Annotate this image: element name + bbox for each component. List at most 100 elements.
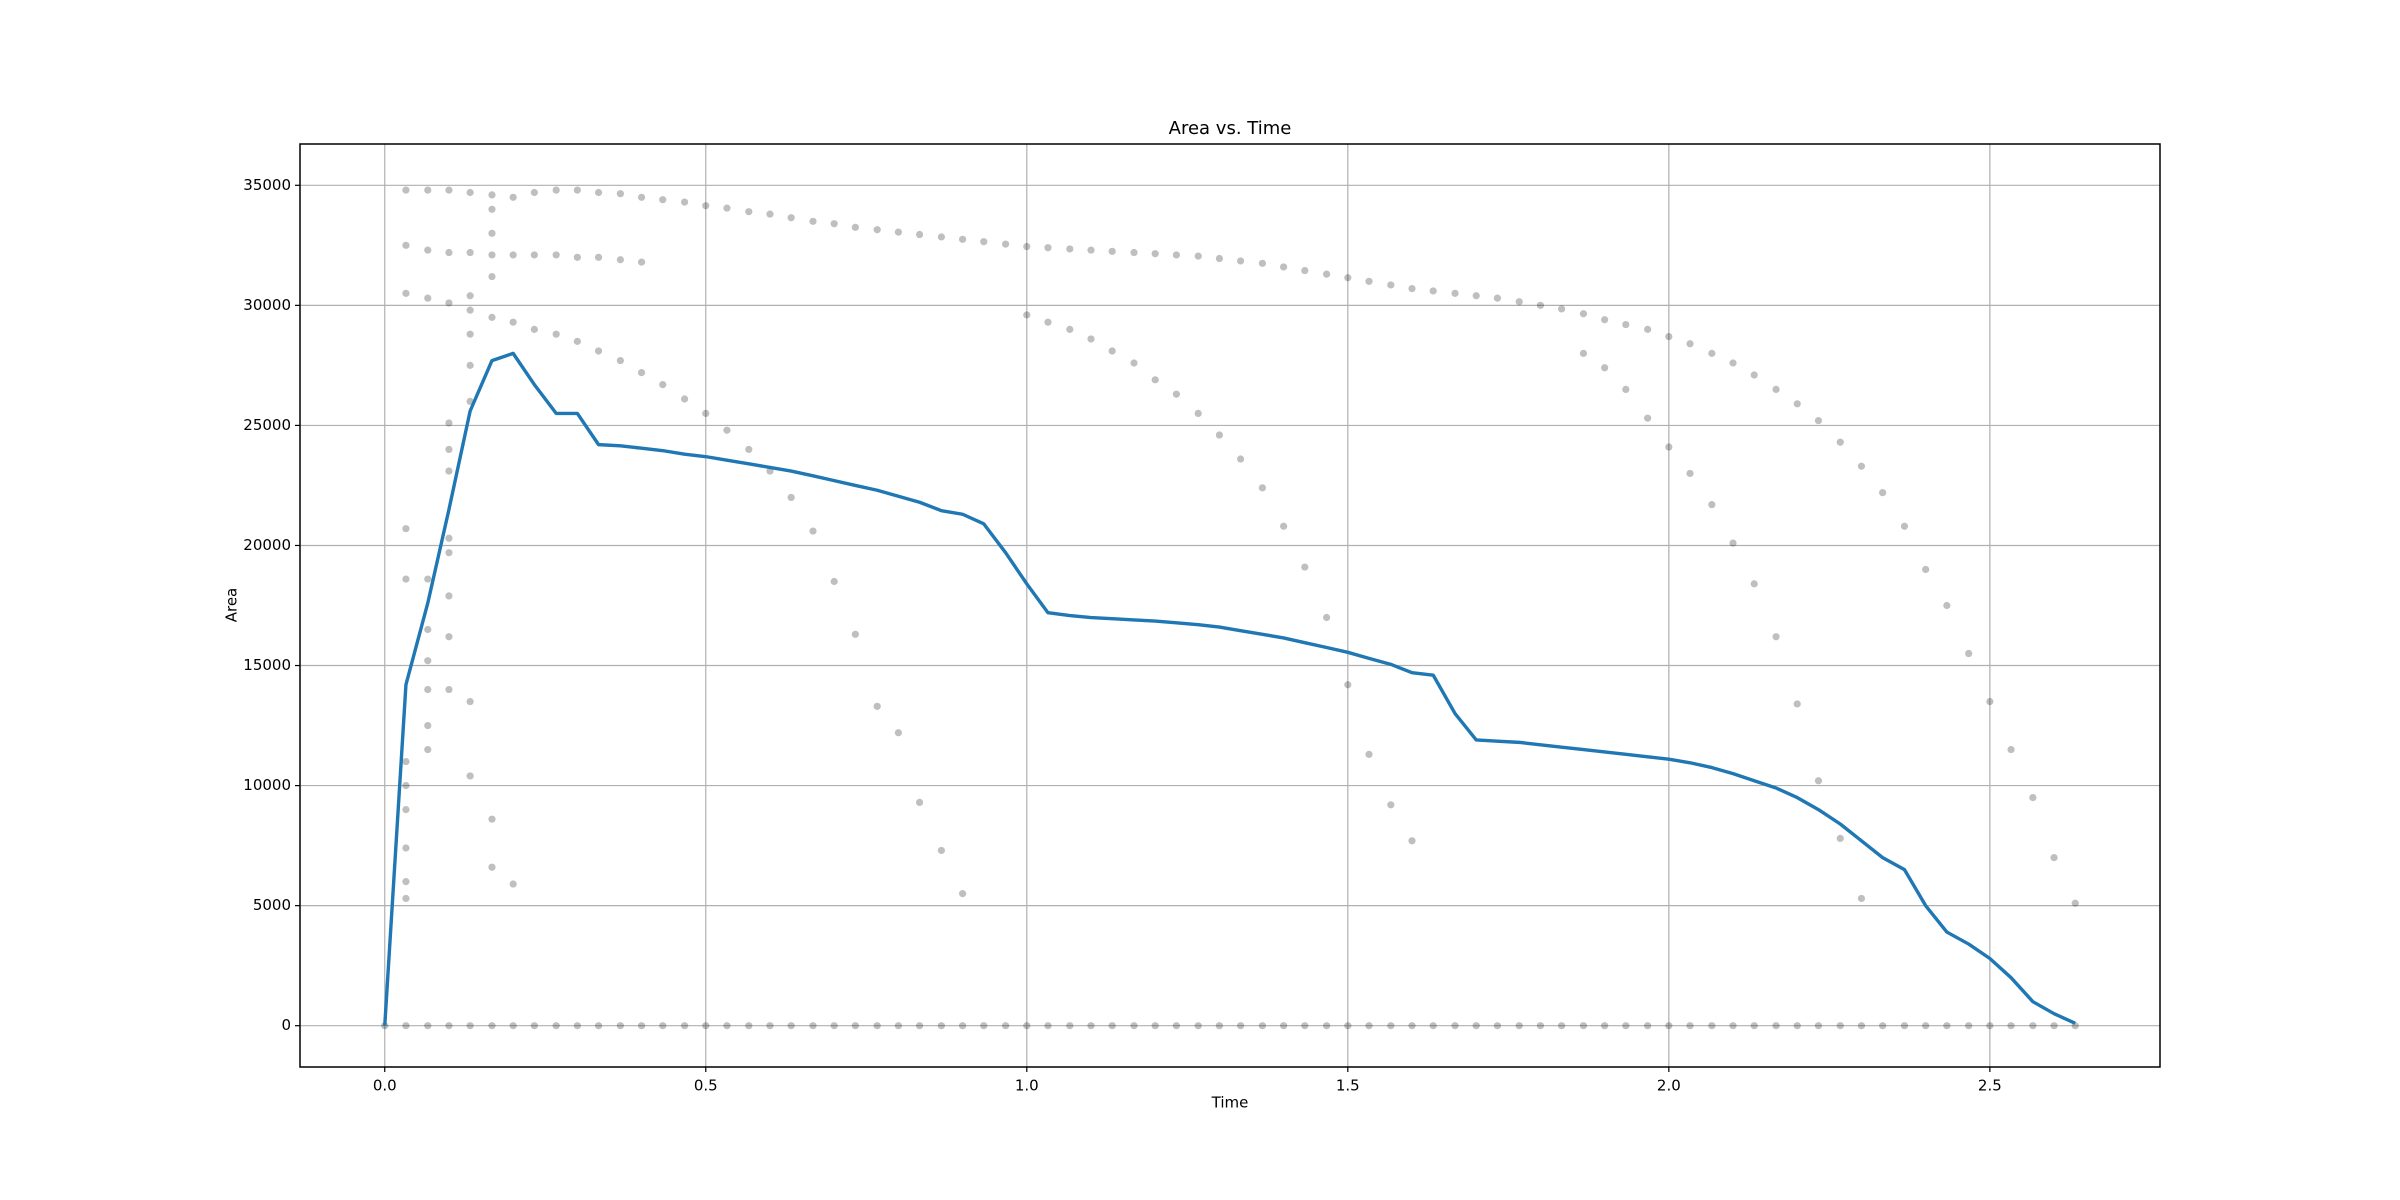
scatter-point — [445, 445, 453, 454]
scatter-point — [1044, 244, 1052, 252]
scatter-point — [659, 196, 667, 204]
scatter-point — [787, 493, 795, 502]
scatter-point — [702, 409, 710, 418]
ticks: 0.0 0.5 1.0 1.5 2.0 2.5 0 5000 10000 15000 20000 25… — [243, 176, 2002, 1095]
scatter-point — [1622, 1022, 1630, 1030]
x-tick-label: 2.0 — [1657, 1077, 1681, 1095]
scatter-point — [680, 1022, 689, 1030]
scatter-point — [1965, 1022, 1973, 1030]
scatter-point — [424, 745, 432, 754]
scatter-point — [1236, 257, 1245, 265]
scatter-point — [1472, 1022, 1480, 1030]
scatter-point — [2029, 1022, 2037, 1030]
scatter-point — [1536, 1022, 1545, 1030]
scatter-point — [424, 685, 432, 694]
scatter-point — [424, 186, 432, 194]
scatter-point — [402, 241, 410, 249]
scatter-point — [1579, 1022, 1588, 1030]
scatter-point — [1686, 340, 1694, 348]
scatter-point — [1023, 311, 1031, 319]
scatter-point — [1087, 1022, 1095, 1030]
y-tick-label: 25000 — [243, 416, 291, 434]
scatter-point — [637, 193, 646, 201]
scatter-point — [2050, 1022, 2058, 1030]
y-tick-label: 0 — [281, 1016, 291, 1034]
scatter-point — [402, 878, 410, 886]
scatter-point — [466, 1022, 474, 1030]
scatter-point — [787, 1022, 795, 1030]
scatter-point — [466, 697, 474, 706]
scatter-point — [1408, 837, 1416, 845]
scatter-point — [1323, 613, 1331, 622]
scatter-point — [445, 633, 453, 641]
scatter-point — [1280, 263, 1288, 271]
scatter-point — [1044, 1022, 1052, 1030]
scatter-point — [488, 313, 496, 321]
scatter-point — [1814, 1022, 1823, 1030]
scatter-point — [937, 846, 946, 855]
scatter-point — [530, 188, 538, 197]
chart-title: Area vs. Time — [1169, 118, 1292, 139]
scatter-point — [445, 419, 453, 427]
y-tick-label: 20000 — [243, 536, 291, 554]
scatter-point — [830, 577, 838, 586]
scatter-point — [552, 1022, 560, 1030]
scatter-point — [1365, 750, 1373, 758]
scatter-point — [1236, 1022, 1245, 1030]
scatter-point — [702, 1022, 710, 1030]
scatter-point — [488, 272, 496, 281]
x-tick-label: 1.0 — [1015, 1077, 1039, 1095]
scatter-point — [1750, 1022, 1758, 1030]
scatter-point — [1836, 1022, 1844, 1030]
scatter-point — [1151, 376, 1159, 384]
scatter-point — [1750, 371, 1758, 379]
scatter-point — [1665, 1022, 1673, 1030]
scatter-point — [1172, 1022, 1180, 1030]
scatter-point — [1772, 385, 1780, 393]
scatter-point — [402, 289, 410, 297]
scatter-point — [616, 356, 624, 365]
scatter-point — [1194, 1022, 1202, 1030]
scatter-point — [402, 1022, 410, 1030]
scatter-point — [1686, 1022, 1694, 1030]
scatter-point — [1258, 484, 1267, 492]
scatter-point — [1151, 250, 1159, 258]
scatter-point — [1558, 1022, 1566, 1030]
scatter-point — [851, 630, 859, 638]
scatter-point — [1108, 347, 1116, 355]
scatter-point — [466, 330, 474, 338]
scatter-point — [1986, 697, 1994, 706]
scatter-point — [1708, 349, 1716, 357]
scatter-point — [424, 721, 432, 730]
scatter-point — [1451, 1022, 1459, 1030]
scatter-point — [637, 1022, 646, 1030]
y-tick-label: 10000 — [243, 776, 291, 794]
scatter-point — [1708, 501, 1716, 509]
scatter-point — [809, 217, 817, 225]
scatter-point — [1558, 305, 1566, 313]
scatter-point — [1301, 1022, 1309, 1030]
scatter-point — [1408, 1022, 1416, 1030]
grid — [300, 144, 2160, 1067]
scatter-point — [1857, 894, 1866, 903]
scatter-point — [466, 306, 474, 314]
scatter-point — [1857, 1022, 1866, 1030]
scatter-point — [1194, 409, 1202, 418]
scatter-point — [466, 188, 474, 197]
scatter-point — [1429, 1022, 1437, 1030]
scatter-point — [402, 805, 410, 814]
scatter-point — [958, 890, 967, 898]
scatter-point — [552, 330, 560, 338]
scatter-point — [594, 253, 603, 261]
scatter-point — [1601, 364, 1609, 372]
scatter-point — [573, 1022, 581, 1030]
scatter-point — [873, 1022, 881, 1030]
scatter-point — [1365, 1022, 1373, 1030]
marks — [381, 186, 2079, 1030]
scatter-point — [488, 815, 496, 823]
scatter-point — [488, 251, 496, 259]
scatter-point — [1772, 1022, 1780, 1030]
scatter-point — [1493, 294, 1502, 302]
scatter-point — [809, 1022, 817, 1030]
